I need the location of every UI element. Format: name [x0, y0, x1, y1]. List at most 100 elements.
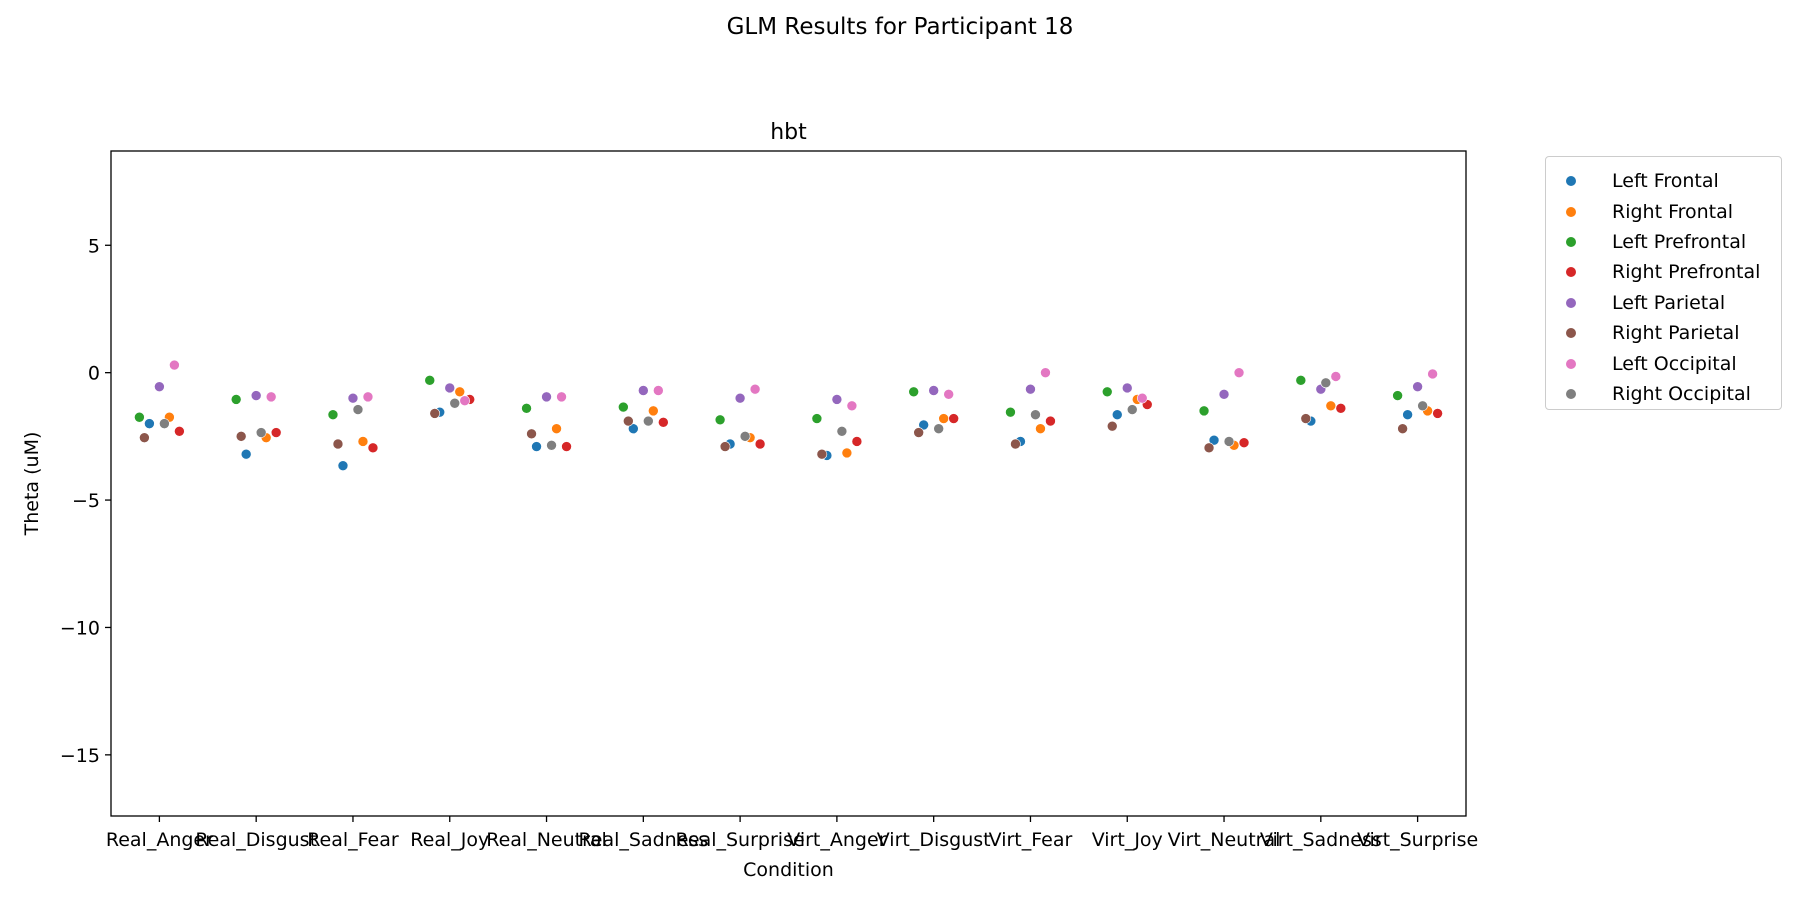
data-point	[240, 448, 252, 460]
data-point	[1402, 409, 1413, 421]
data-point	[352, 404, 364, 415]
legend-item: Right Prefrontal	[1546, 257, 1781, 287]
figure-suptitle: GLM Results for Participant 18	[726, 14, 1074, 40]
data-point	[169, 359, 180, 371]
x-tick-label: Virt_Anger	[787, 829, 886, 851]
data-point	[1417, 400, 1428, 412]
data-point	[1320, 377, 1332, 389]
data-point	[754, 438, 766, 450]
data-point	[1040, 367, 1051, 378]
data-point	[444, 382, 456, 394]
legend-label: Right Occipital	[1612, 382, 1751, 405]
legend-marker	[1566, 176, 1576, 187]
data-point	[1238, 437, 1250, 449]
data-point	[831, 394, 843, 405]
data-point	[816, 448, 828, 460]
data-point	[449, 397, 461, 409]
legend-label: Left Occipital	[1612, 352, 1737, 375]
data-point	[531, 441, 542, 452]
data-point	[1136, 392, 1148, 404]
data-point	[943, 389, 954, 400]
x-tick-label: Real_Disgust	[195, 829, 317, 851]
data-point	[628, 423, 639, 435]
data-point	[1030, 409, 1041, 421]
axes-title: hbt	[770, 120, 807, 145]
legend-marker	[1566, 236, 1576, 247]
data-point	[1111, 409, 1123, 421]
data-point	[347, 392, 359, 404]
data-point	[159, 418, 170, 429]
data-point	[362, 391, 374, 403]
data-point	[749, 383, 761, 395]
data-point	[618, 401, 629, 413]
data-point	[1010, 438, 1021, 450]
data-point	[1121, 382, 1133, 394]
y-axis-ticks: 5 0 −5 −10 −15	[60, 235, 111, 767]
y-tick-label: −10	[60, 617, 100, 639]
data-point	[154, 381, 165, 392]
legend-item: Left Prefrontal	[1546, 227, 1781, 257]
x-tick-label: Real_Surprise	[676, 829, 805, 851]
legend-marker	[1566, 267, 1576, 278]
legend-marker	[1566, 297, 1576, 308]
data-point	[714, 414, 726, 426]
data-point	[908, 386, 919, 398]
data-point	[541, 391, 552, 403]
x-tick-label: Virt_Fear	[989, 829, 1073, 851]
data-point	[521, 403, 532, 414]
data-point	[1198, 405, 1210, 417]
x-tick-label: Virt_Joy	[1092, 829, 1163, 851]
data-points	[134, 359, 1443, 471]
legend-label: Right Parietal	[1612, 322, 1740, 345]
data-point	[235, 431, 247, 442]
legend-item: Left Parietal	[1546, 288, 1781, 318]
legend-marker	[1566, 206, 1576, 217]
data-point	[1427, 368, 1438, 380]
data-point	[811, 413, 823, 424]
data-point	[551, 423, 562, 435]
data-point	[719, 441, 731, 452]
data-point	[1106, 420, 1118, 432]
data-point	[1335, 403, 1347, 414]
data-point	[139, 432, 150, 443]
data-point	[1218, 389, 1230, 400]
data-point	[1412, 381, 1423, 392]
data-point	[561, 441, 572, 452]
legend-item: Right Frontal	[1546, 196, 1781, 226]
plot-frame	[110, 150, 1467, 817]
y-tick-label: 0	[88, 363, 100, 385]
data-point	[1101, 386, 1113, 398]
data-point	[1397, 423, 1408, 435]
data-point	[459, 395, 471, 406]
data-point	[546, 439, 557, 451]
data-point	[270, 427, 282, 438]
data-point	[1325, 400, 1337, 412]
y-axis-label: Theta (uM)	[21, 432, 43, 537]
data-point	[556, 391, 567, 403]
legend-label: Left Parietal	[1612, 291, 1726, 314]
data-point	[653, 385, 664, 396]
legend-item: Left Frontal	[1546, 166, 1781, 196]
x-tick-label: Real_Joy	[410, 829, 489, 851]
data-point	[134, 411, 145, 423]
legend-marker	[1566, 328, 1576, 339]
data-point	[913, 427, 924, 438]
legend-item: Right Occipital	[1546, 379, 1781, 409]
x-tick-label: Virt_Disgust	[877, 829, 991, 851]
y-tick-label: −15	[60, 745, 100, 767]
x-tick-label: Virt_Surprise	[1357, 829, 1478, 851]
x-tick-label: Real_Neutral	[486, 829, 607, 851]
data-point	[948, 413, 959, 424]
data-point	[230, 394, 242, 405]
data-point	[734, 392, 746, 404]
data-point	[357, 436, 369, 447]
data-point	[648, 405, 659, 417]
x-tick-label: Real_Fear	[307, 829, 399, 851]
legend-label: Left Frontal	[1612, 170, 1719, 193]
data-point	[454, 386, 466, 398]
data-point	[841, 447, 853, 459]
data-point	[933, 423, 944, 435]
data-point	[367, 442, 379, 454]
